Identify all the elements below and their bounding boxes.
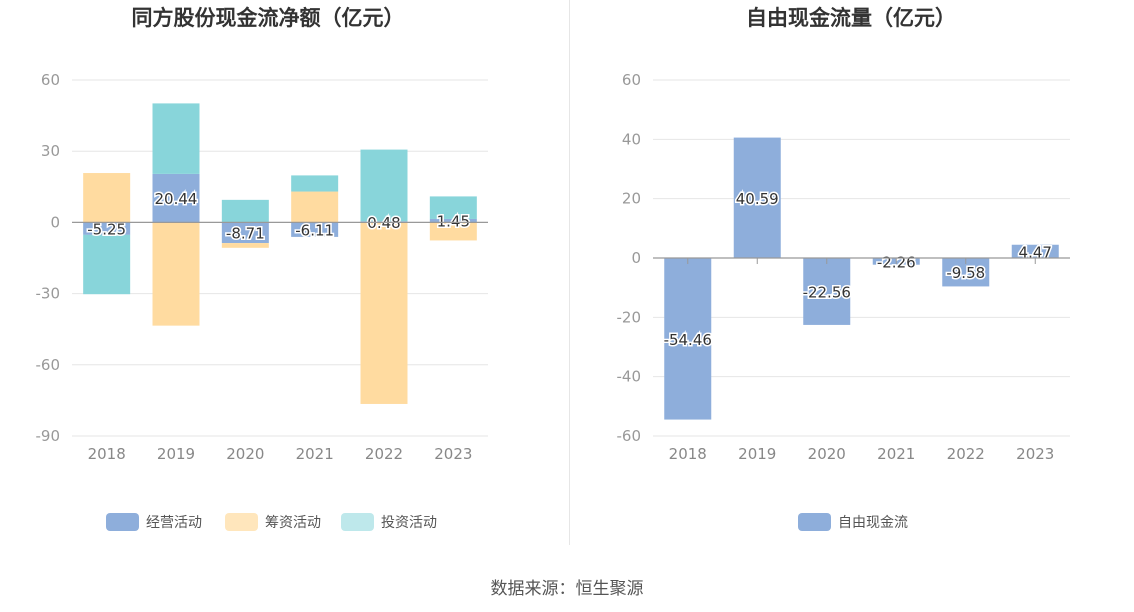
y-tick-label: -60 <box>36 356 61 374</box>
legend-label: 自由现金流 <box>838 515 908 531</box>
value-label-2022: -9.58 <box>946 264 985 282</box>
free-cashflow-chart: 自由现金流量（亿元） 60 40 20 0 -20 -40 -60 -54.46 40.59 -… <box>617 6 1070 531</box>
x-tick-label-2020: 2020 <box>808 445 846 463</box>
bar-free-2020[interactable] <box>803 258 851 325</box>
bar-investing-2023[interactable] <box>429 196 477 219</box>
free-cashflow-legend[interactable]: 自由现金流 <box>798 513 908 531</box>
bar-investing-2021[interactable] <box>291 175 339 192</box>
legend-swatch <box>106 513 139 531</box>
y-tick-label: 60 <box>622 71 641 89</box>
cashflow-legend[interactable]: 经营活动 筹资活动 投资活动 <box>106 513 437 531</box>
bar-free-2019[interactable] <box>733 137 781 258</box>
bar-financing-2021[interactable] <box>291 191 339 223</box>
value-label-2019: 40.59 <box>736 190 779 208</box>
x-tick-label-2023: 2023 <box>434 445 472 463</box>
free-cashflow-x-ticks: 2018 2019 2020 2021 2022 2023 <box>669 445 1055 463</box>
cashflow-chart-title: 同方股份现金流净额（亿元） <box>132 6 405 30</box>
bar-investing-2019[interactable] <box>152 103 200 174</box>
bar-investing-2020[interactable] <box>221 199 269 223</box>
bar-financing-2018[interactable] <box>83 173 131 223</box>
legend-label: 经营活动 <box>146 515 202 531</box>
y-tick-label: 60 <box>41 71 60 89</box>
cashflow-y-ticks: 60 30 0 -30 -60 -90 <box>36 71 61 445</box>
x-tick-label-2019: 2019 <box>738 445 776 463</box>
bar-financing-2020[interactable] <box>221 243 269 248</box>
x-tick-label-2018: 2018 <box>669 445 707 463</box>
bar-operating-2020[interactable] <box>221 222 269 244</box>
value-label-2018: -5.25 <box>87 221 126 239</box>
legend-swatch <box>225 513 258 531</box>
x-tick-label-2022: 2022 <box>947 445 985 463</box>
bar-operating-2021[interactable] <box>291 222 339 237</box>
legend-swatch <box>798 513 831 531</box>
chart-divider <box>569 0 570 545</box>
x-tick-label-2019: 2019 <box>157 445 195 463</box>
y-tick-label: -30 <box>36 285 61 303</box>
bar-investing-2018[interactable] <box>83 234 131 295</box>
free-cashflow-chart-title: 自由现金流量（亿元） <box>746 6 956 30</box>
legend-swatch <box>341 513 374 531</box>
x-tick-label-2022: 2022 <box>365 445 403 463</box>
legend-item-operating[interactable]: 经营活动 <box>106 513 202 531</box>
legend-item-financing[interactable]: 筹资活动 <box>225 513 321 531</box>
free-cashflow-y-ticks: 60 40 20 0 -20 -40 -60 <box>617 71 642 445</box>
bar-financing-2019[interactable] <box>152 222 200 326</box>
legend-label: 筹资活动 <box>265 514 321 531</box>
x-tick-label-2021: 2021 <box>296 445 334 463</box>
bar-investing-2022[interactable] <box>360 149 408 222</box>
x-tick-label-2023: 2023 <box>1016 445 1054 463</box>
value-label-2019: 20.44 <box>155 190 198 208</box>
y-tick-label: 30 <box>41 142 60 160</box>
y-tick-label: -90 <box>36 427 61 445</box>
value-label-2020: -8.71 <box>226 225 265 243</box>
y-tick-label: 0 <box>631 249 641 267</box>
cashflow-bars <box>83 103 477 404</box>
cashflow-x-ticks: 2018 2019 2020 2021 2022 2023 <box>88 445 473 463</box>
value-label-2020: -22.56 <box>803 283 851 301</box>
cashflow-gridlines <box>72 79 488 437</box>
legend-item-free[interactable]: 自由现金流 <box>798 513 908 531</box>
y-tick-label: 20 <box>622 190 641 208</box>
bar-operating-2019[interactable] <box>152 173 200 223</box>
charts-canvas: 同方股份现金流净额（亿元） 60 30 0 -30 -60 -90 -5.25 20.44 -… <box>36 6 1070 531</box>
data-source-note: 数据来源：恒生聚源 <box>490 579 644 599</box>
legend-label: 投资活动 <box>381 515 437 531</box>
x-tick-label-2018: 2018 <box>88 445 126 463</box>
value-label-2023: 1.45 <box>437 213 470 231</box>
legend-item-investing[interactable]: 投资活动 <box>341 513 437 531</box>
value-label-2021: -6.11 <box>295 222 334 240</box>
x-tick-label-2020: 2020 <box>226 445 264 463</box>
cashflow-chart: 同方股份现金流净额（亿元） 60 30 0 -30 -60 -90 -5.25 20.44 -… <box>36 6 488 531</box>
bar-free-2023[interactable] <box>1011 244 1059 258</box>
y-tick-label: -40 <box>617 368 642 386</box>
bar-free-2018[interactable] <box>664 258 712 420</box>
bar-financing-2022[interactable] <box>360 222 408 404</box>
x-tick-label-2021: 2021 <box>877 445 915 463</box>
bar-financing-2023[interactable] <box>429 222 477 241</box>
bar-operating-2023[interactable] <box>429 218 477 223</box>
y-tick-label: 0 <box>50 213 60 231</box>
bar-operating-2018[interactable] <box>83 222 131 235</box>
free-cashflow-bars <box>664 137 1059 420</box>
y-tick-label: -20 <box>617 308 642 326</box>
y-tick-label: 40 <box>622 130 641 148</box>
y-tick-label: -60 <box>617 427 642 445</box>
value-label-2018: -54.46 <box>664 331 712 349</box>
